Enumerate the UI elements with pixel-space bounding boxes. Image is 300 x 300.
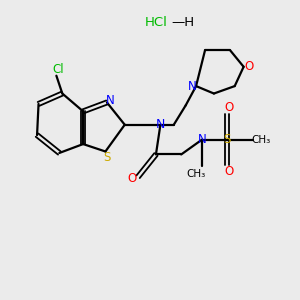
Text: O: O: [224, 101, 233, 114]
Text: N: N: [188, 80, 197, 93]
Text: —H: —H: [171, 16, 194, 29]
Text: O: O: [224, 165, 233, 178]
Text: N: N: [198, 133, 206, 146]
Text: Cl: Cl: [52, 63, 64, 76]
Text: N: N: [156, 118, 165, 131]
Text: N: N: [106, 94, 114, 107]
Text: CH₃: CH₃: [186, 169, 206, 179]
Text: HCl: HCl: [145, 16, 167, 29]
Text: S: S: [224, 133, 231, 146]
Text: O: O: [244, 60, 254, 73]
Text: CH₃: CH₃: [252, 135, 271, 145]
Text: S: S: [103, 151, 111, 164]
Text: O: O: [128, 172, 137, 185]
